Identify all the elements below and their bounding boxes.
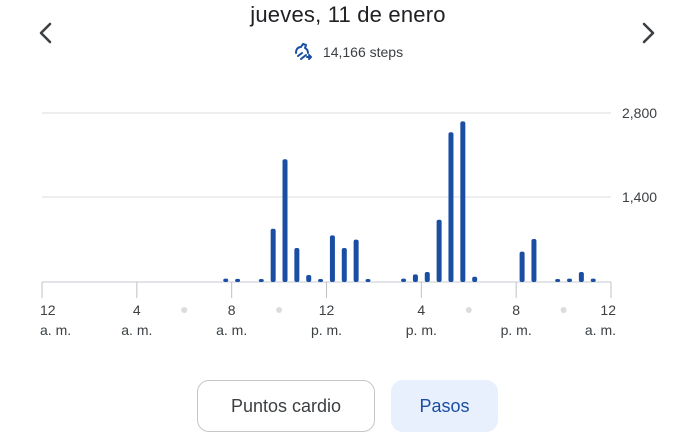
steps-toggle[interactable]: Pasos xyxy=(391,380,498,432)
y-tick-label: 2,800 xyxy=(622,105,657,121)
chart-bar xyxy=(270,228,276,282)
chart-bar xyxy=(412,274,418,282)
date-title: jueves, 11 de enero xyxy=(250,2,446,27)
x-minor-dot xyxy=(560,307,567,313)
steps-bar-chart: 1,400 2,800 12 a. m. 4 a. m. 8 a. m. 12 p. m. 4 p. … xyxy=(40,105,657,338)
x-tick-label: 4 xyxy=(417,302,425,318)
chart-bar xyxy=(341,248,347,282)
x-tick-sublabel: p. m. xyxy=(406,322,437,338)
previous-day-button[interactable] xyxy=(30,17,62,49)
x-tick-sublabel: a. m. xyxy=(216,322,247,338)
x-tick-sublabel: a. m. xyxy=(40,322,71,338)
x-tick-label: 8 xyxy=(228,302,236,318)
y-tick-label: 1,400 xyxy=(622,189,657,205)
chart-bar xyxy=(329,235,335,282)
chart-bar xyxy=(235,278,241,282)
x-tick-label: 12 xyxy=(600,302,616,318)
x-minor-dot xyxy=(276,307,283,313)
x-tick-sublabel: p. m. xyxy=(501,322,532,338)
chevron-right-icon xyxy=(642,22,655,44)
heart-points-toggle[interactable]: Puntos cardio xyxy=(197,380,375,432)
chart-bar xyxy=(365,279,371,282)
chart-bar xyxy=(424,272,430,282)
chart-bar xyxy=(555,279,561,282)
x-minor-dot xyxy=(181,307,188,313)
chart-bar xyxy=(306,275,312,282)
steps-total: 14,166 steps xyxy=(322,44,404,60)
x-minor-dot xyxy=(465,307,472,313)
chart-bar xyxy=(258,279,264,282)
chart-bar xyxy=(318,279,324,282)
chevron-left-icon xyxy=(39,22,52,44)
x-tick-label: 4 xyxy=(133,302,141,318)
chart-bar xyxy=(531,239,537,282)
chart-bar xyxy=(472,276,478,282)
x-tick-sublabel: p. m. xyxy=(311,322,342,338)
chart-bar xyxy=(294,248,300,282)
next-day-button[interactable] xyxy=(632,17,664,49)
chart-bar xyxy=(519,251,525,282)
steps-summary: 14,166 steps xyxy=(0,40,696,64)
x-tick-sublabel: a. m. xyxy=(585,322,616,338)
x-tick-sublabel: a. m. xyxy=(121,322,152,338)
x-tick-label: 12 xyxy=(40,302,56,318)
x-tick-label: 8 xyxy=(512,302,520,318)
chart-bar xyxy=(460,121,466,283)
steps-icon xyxy=(293,40,317,64)
chart-bar xyxy=(448,132,454,282)
x-tick-label: 12 xyxy=(319,302,335,318)
chart-bar xyxy=(578,272,584,282)
chart-bar xyxy=(401,278,407,282)
chart-bar xyxy=(567,278,573,282)
chart-bar xyxy=(353,239,359,282)
chart-bar xyxy=(590,278,596,282)
chart-bar xyxy=(282,159,288,282)
chart-bar xyxy=(436,219,442,282)
chart-bar xyxy=(223,278,229,282)
